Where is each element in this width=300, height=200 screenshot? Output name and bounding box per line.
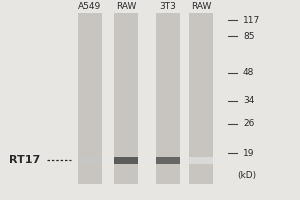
Text: RAW: RAW — [116, 2, 136, 11]
Text: RT17: RT17 — [9, 155, 40, 165]
Text: 34: 34 — [243, 96, 254, 105]
Text: 48: 48 — [243, 68, 254, 77]
Bar — [156, 13, 180, 184]
Bar — [114, 13, 138, 184]
Text: (kD): (kD) — [237, 171, 256, 180]
Bar — [78, 13, 102, 184]
Bar — [189, 13, 213, 184]
Text: 85: 85 — [243, 32, 254, 41]
Bar — [189, 157, 213, 164]
Text: A549: A549 — [78, 2, 102, 11]
Bar — [156, 157, 180, 164]
Bar — [78, 157, 102, 164]
Text: 3T3: 3T3 — [160, 2, 176, 11]
Text: 19: 19 — [243, 149, 254, 158]
Text: 117: 117 — [243, 16, 260, 25]
Bar — [114, 157, 138, 164]
Text: 26: 26 — [243, 119, 254, 128]
Text: RAW: RAW — [191, 2, 211, 11]
